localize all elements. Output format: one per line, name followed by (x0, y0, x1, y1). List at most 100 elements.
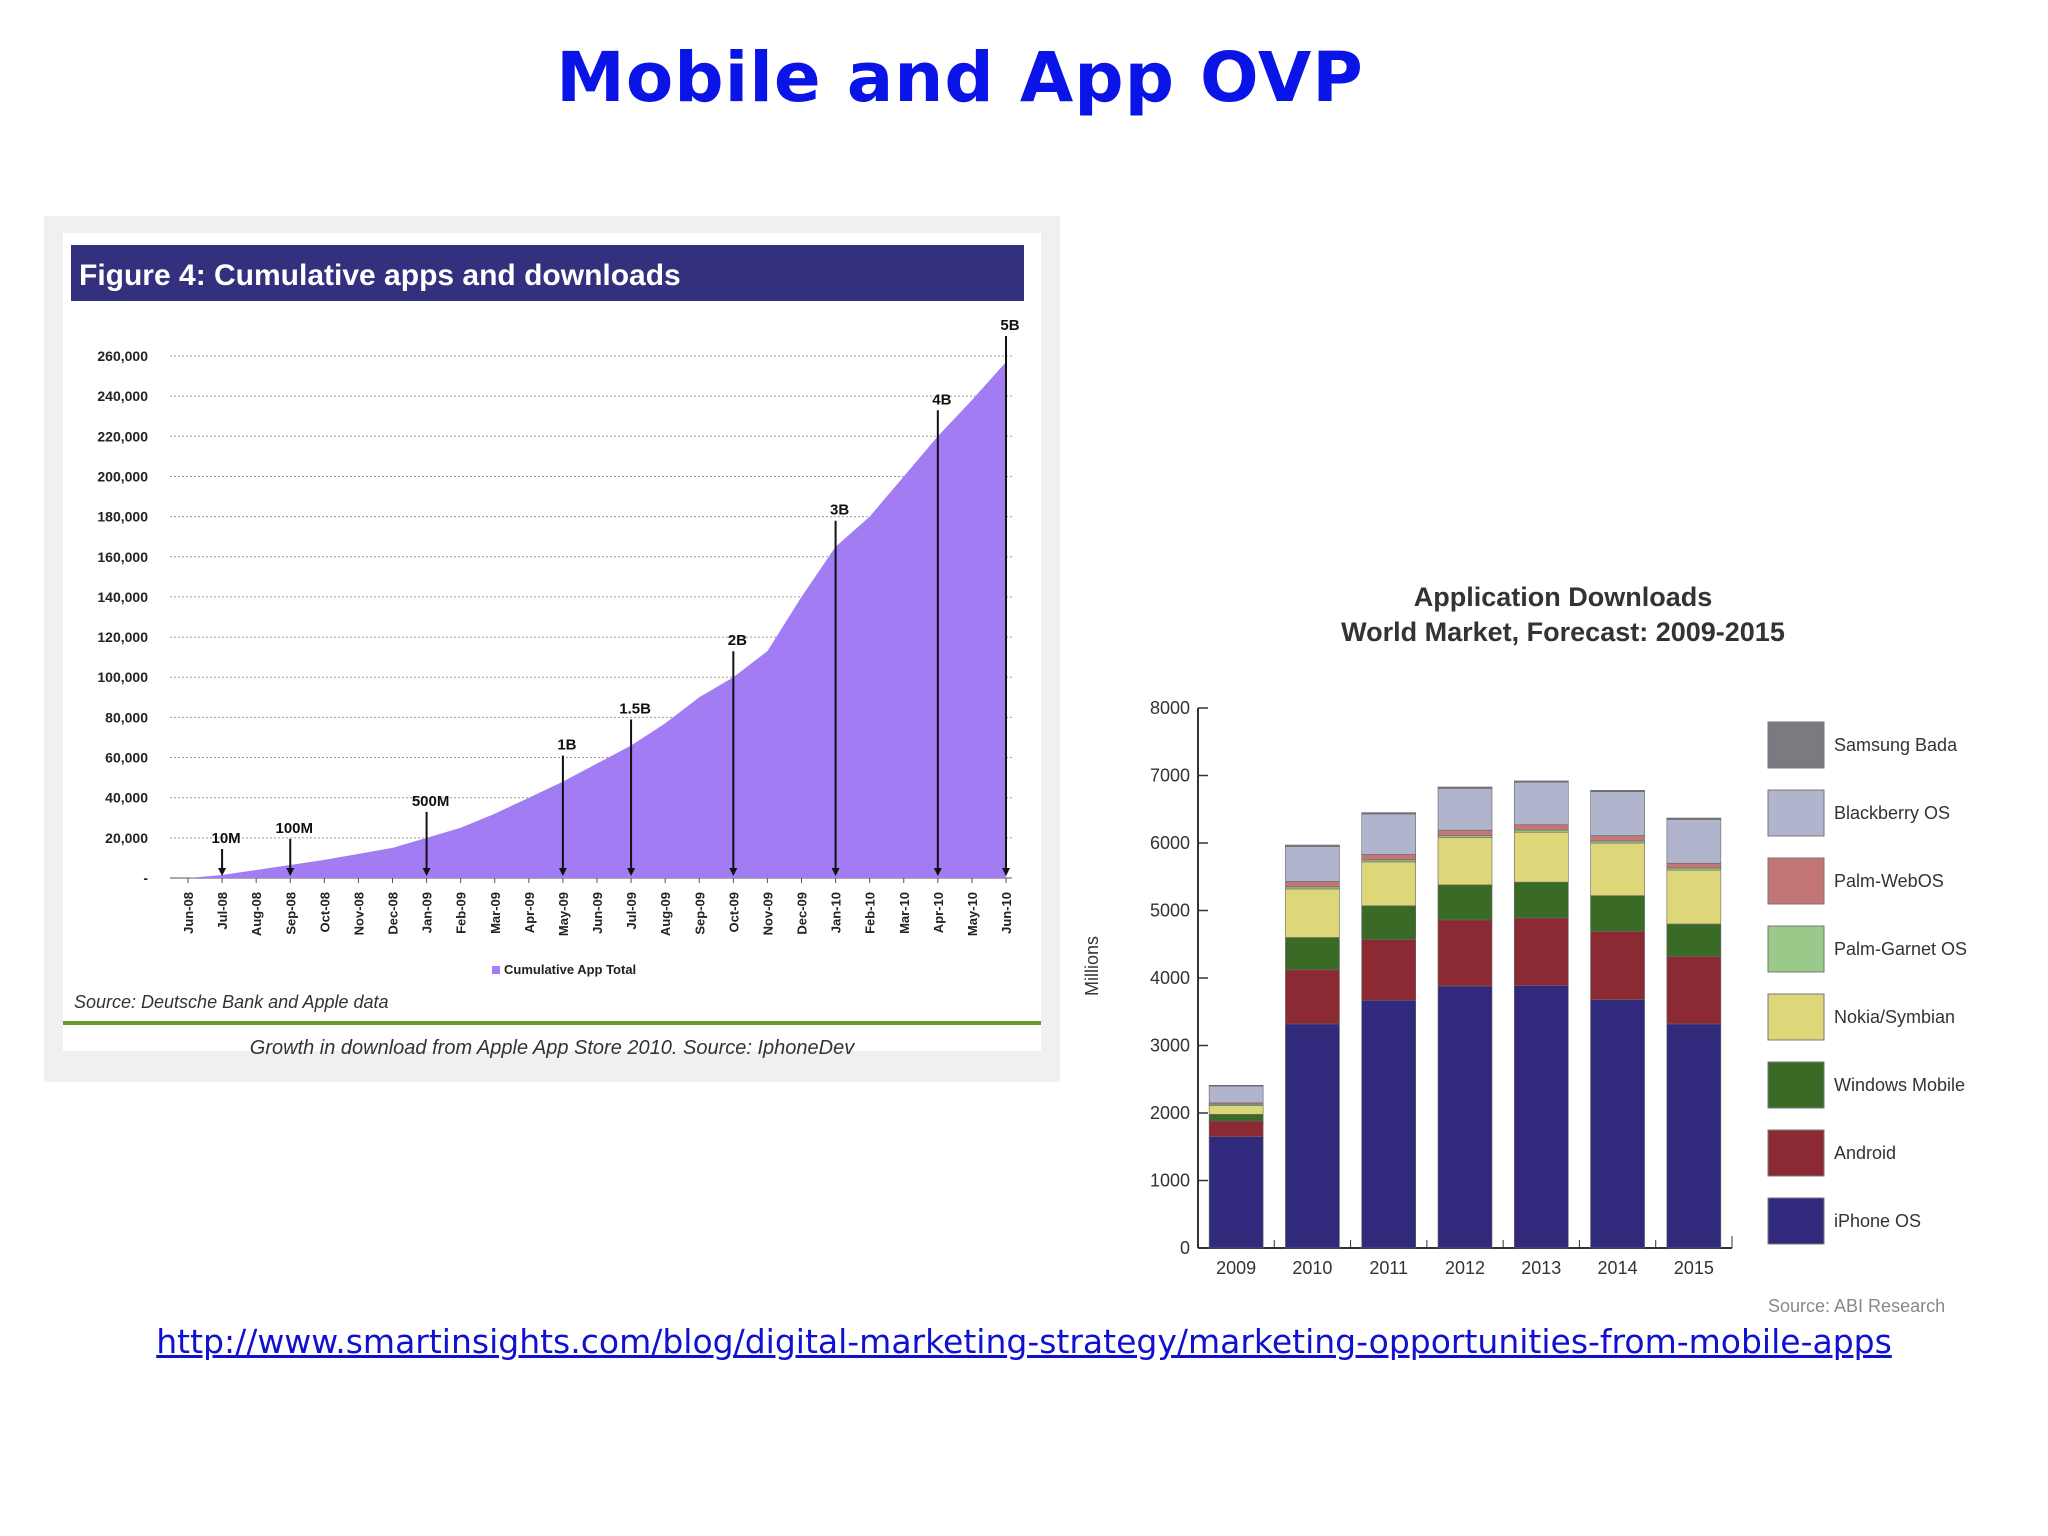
bar-segment (1361, 813, 1417, 855)
legend-swatch (1767, 789, 1825, 837)
chart2-source: Source: ABI Research (1768, 1296, 1945, 1316)
cumulative-apps-figure: Figure 4: Cumulative apps and downloads … (44, 216, 1060, 1082)
y-tick-label: 40,000 (105, 790, 148, 806)
app-downloads-figure: Application Downloads World Market, Fore… (1060, 560, 2020, 1330)
bar-segment (1361, 861, 1417, 907)
y-tick-label: 180,000 (97, 509, 148, 525)
bar-segment (1437, 788, 1493, 831)
y-tick-label: 260,000 (97, 348, 148, 364)
annotation-arrowhead (286, 868, 295, 876)
bar-segment (1285, 881, 1340, 888)
bar-segment (1361, 812, 1417, 815)
y-tick-label: 240,000 (97, 388, 148, 404)
y-tick-label: 5000 (1150, 901, 1190, 921)
bar-segment (1285, 1023, 1340, 1249)
figure-caption: Growth in download from Apple App Store … (250, 1037, 855, 1059)
x-tick-label: Aug-08 (249, 892, 264, 936)
bar-segment (1208, 1105, 1264, 1115)
bar-segment (1285, 969, 1340, 1025)
annotation-label: 10M (211, 830, 240, 847)
bar-segment (1361, 854, 1417, 861)
bar-segment (1437, 837, 1493, 886)
annotation-arrowhead (558, 868, 567, 876)
x-tick-label: Oct-08 (317, 892, 332, 932)
x-tick-label: Apr-10 (931, 892, 946, 933)
y-tick-label: 4000 (1150, 968, 1190, 988)
x-tick-label: 2015 (1674, 1258, 1714, 1278)
y-tick-label: 100,000 (97, 669, 148, 685)
bar-segment (1208, 1136, 1264, 1249)
bar-segment (1513, 824, 1569, 831)
y-tick-label: 60,000 (105, 750, 148, 766)
bar-segment (1666, 819, 1722, 864)
legend-swatch (1767, 721, 1825, 769)
bar-segment (1437, 884, 1493, 921)
legend-label: Palm-Garnet OS (1834, 939, 1967, 959)
chart2-subtitle: World Market, Forecast: 2009-2015 (1341, 617, 1785, 647)
bar-segment (1513, 780, 1569, 783)
bar-segment (1285, 888, 1340, 938)
annotation-label: 2B (728, 632, 747, 649)
y-tick-label: 160,000 (97, 549, 148, 565)
bar-segment (1590, 895, 1645, 932)
figure-rule (63, 1021, 1041, 1025)
x-tick-label: Jul-09 (624, 892, 639, 930)
bar-segment (1361, 939, 1417, 1001)
x-tick-label: Jun-08 (181, 892, 196, 934)
bar-segment (1437, 829, 1493, 836)
bar-segment (1666, 869, 1722, 925)
legend-swatch (1767, 1129, 1825, 1177)
annotation-label: 500M (412, 793, 450, 810)
bar-segment (1437, 985, 1493, 1249)
x-tick-label: Feb-09 (454, 892, 469, 934)
area-cumulative-app-total (188, 362, 1006, 878)
legend-swatch-cumulative (492, 966, 500, 974)
bar-segment (1666, 956, 1722, 1025)
bar-segment (1437, 919, 1493, 987)
bar-segment (1590, 931, 1645, 1000)
bar-segment (1590, 842, 1645, 896)
y-tick-label: 2000 (1150, 1103, 1190, 1123)
annotation-arrowhead (627, 868, 636, 876)
x-tick-label: Apr-09 (522, 892, 537, 933)
chart2-title: Application Downloads (1414, 582, 1713, 612)
x-tick-label: Feb-10 (863, 892, 878, 934)
x-tick-label: 2010 (1292, 1258, 1332, 1278)
legend-label: Android (1834, 1143, 1896, 1163)
legend-label-cumulative: Cumulative App Total (504, 962, 636, 977)
x-tick-label: May-10 (965, 892, 980, 936)
bar-segment (1285, 846, 1340, 882)
x-tick-label: Mar-10 (897, 892, 912, 934)
annotation-arrowhead (933, 868, 942, 876)
y-tick-label: 3000 (1150, 1036, 1190, 1056)
bar-segment (1666, 862, 1722, 869)
figure-title: Figure 4: Cumulative apps and downloads (79, 259, 681, 292)
bar-segment (1590, 791, 1645, 836)
x-tick-label: 2012 (1445, 1258, 1485, 1278)
legend-swatch (1767, 925, 1825, 973)
bar-segment (1666, 817, 1722, 820)
y-tick-label: - (143, 870, 148, 886)
y-tick-label: 20,000 (105, 830, 148, 846)
annotation-arrowhead (831, 868, 840, 876)
annotation-label: 4B (932, 391, 951, 408)
bar-segment (1513, 917, 1569, 986)
y-tick-label: 120,000 (97, 629, 148, 645)
bar-segment (1590, 999, 1645, 1249)
bar-segment (1437, 835, 1493, 838)
x-tick-label: Dec-09 (795, 892, 810, 935)
cumulative-apps-chart: Figure 4: Cumulative apps and downloads … (63, 233, 1041, 1059)
figure-header-bar (71, 245, 1024, 301)
bar-segment (1361, 859, 1417, 863)
bar-segment (1285, 886, 1340, 890)
bar-segment (1513, 781, 1569, 826)
legend-label: Palm-WebOS (1834, 871, 1944, 891)
x-tick-label: Oct-09 (726, 892, 741, 932)
bar-segment (1437, 786, 1493, 789)
x-tick-label: Jun-09 (590, 892, 605, 934)
x-tick-label: Jan-09 (420, 892, 435, 933)
source-link[interactable]: http://www.smartinsights.com/blog/digita… (156, 1322, 1892, 1361)
y-tick-label: 6000 (1150, 833, 1190, 853)
x-tick-label: 2011 (1369, 1258, 1408, 1278)
x-tick-label: Sep-08 (283, 892, 298, 935)
